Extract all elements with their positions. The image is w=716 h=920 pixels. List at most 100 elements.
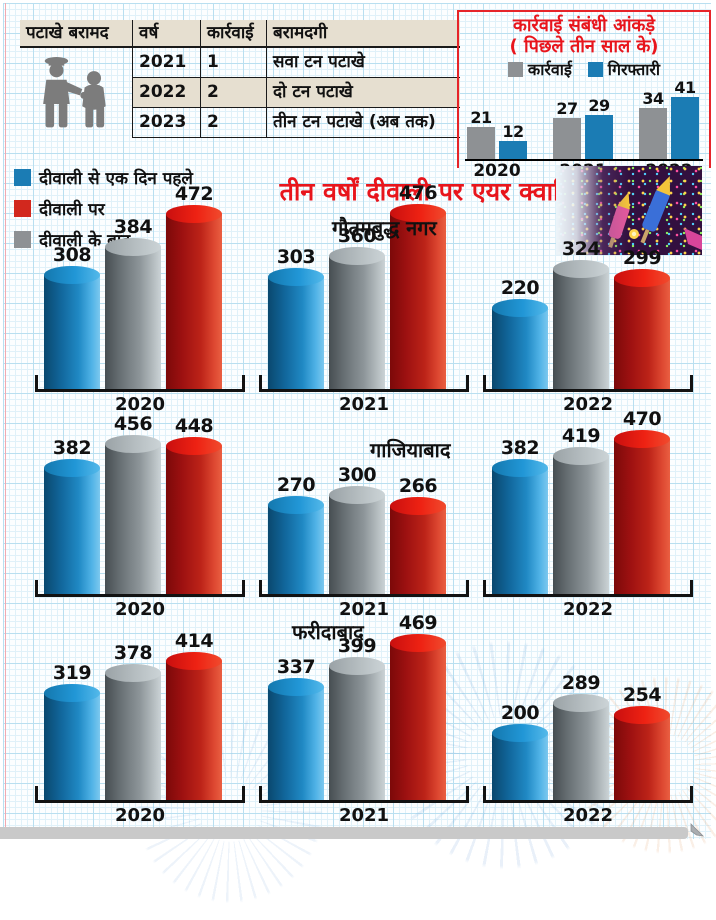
action-stats-group: 27 29 xyxy=(553,98,613,160)
aqi-bar: 303 xyxy=(268,246,324,389)
legend-label: दीवाली पर xyxy=(39,200,105,220)
bar-value-label: 308 xyxy=(52,244,92,266)
table-row-year: 2022 xyxy=(132,78,200,108)
year-group: 200 289 254 2022 xyxy=(482,614,694,826)
bar-value-label: 289 xyxy=(561,672,601,694)
bar-value-label: 299 xyxy=(622,247,662,269)
aqi-bar: 360 xyxy=(329,225,385,389)
axis-bracket xyxy=(259,375,469,392)
aqi-bar: 384 xyxy=(105,216,161,389)
table-row-year: 2023 xyxy=(132,108,200,138)
bar-value-label: 470 xyxy=(622,408,662,430)
bar-cap xyxy=(105,664,161,682)
table-row-recovery: तीन टन पटाखे (अब तक) xyxy=(266,108,460,138)
bar-cap xyxy=(614,706,670,724)
action-stats-bars: 21 12 27 29 34 41 xyxy=(465,78,703,162)
axis-year-label: 2020 xyxy=(114,394,166,415)
bar-value-label: 469 xyxy=(398,612,438,634)
city-label: गौतमबुद्ध नगर xyxy=(332,216,437,240)
aqi-bar: 324 xyxy=(553,238,609,389)
bar-cap xyxy=(492,299,548,317)
bar-value-label: 456 xyxy=(113,413,153,435)
bar-value-label: 476 xyxy=(398,182,438,204)
table-row-action: 1 xyxy=(200,48,266,78)
bar-value-label: 382 xyxy=(52,437,92,459)
aqi-bar: 254 xyxy=(614,684,670,800)
aqi-bar: 308 xyxy=(44,244,100,389)
bar-value-label: 337 xyxy=(276,656,316,678)
bar-value-label: 319 xyxy=(52,662,92,684)
chart-groups: 319 378 414 2020 337 399 469 2021 200 289 254 2022 xyxy=(34,612,696,826)
column-header-year: वर्ष xyxy=(132,20,200,48)
chart-gautambuddh-nagar: 308 384 472 2020 303 360 476 2021 220 324 299 2022 … xyxy=(34,182,696,415)
column-header-recovery: बरामदगी xyxy=(266,20,460,48)
bar-cap xyxy=(553,447,609,465)
bar-cap xyxy=(44,684,100,702)
axis-year-label: 2020 xyxy=(114,805,166,826)
action-stats-title: कार्रवाई संबंधी आंकड़े xyxy=(513,15,655,36)
chart-ghaziabad: 382 456 448 2020 270 300 266 2021 382 419 470 2022 … xyxy=(34,408,696,620)
horizontal-scrollbar[interactable] xyxy=(0,827,688,839)
table-row-action: 2 xyxy=(200,108,266,138)
bar-cap xyxy=(268,268,324,286)
aqi-bar: 300 xyxy=(329,464,385,594)
bar-cap xyxy=(329,657,385,675)
seizure-table-title: पटाखे बरामद xyxy=(20,20,132,48)
notebook-margin-line xyxy=(5,3,6,839)
bar-value-label: 360 xyxy=(337,225,377,247)
bar-cap xyxy=(105,238,161,256)
aqi-bar: 200 xyxy=(492,702,548,800)
aqi-bar: 399 xyxy=(329,635,385,800)
year-group: 337 399 469 2021 xyxy=(258,612,470,826)
aqi-bar: 382 xyxy=(44,437,100,594)
bar-value-label: 220 xyxy=(500,277,540,299)
bar-cap xyxy=(166,652,222,670)
axis-year-label: 2022 xyxy=(562,599,614,620)
bar-value-label: 419 xyxy=(561,425,601,447)
chart-groups: 308 384 472 2020 303 360 476 2021 220 324 299 2022 xyxy=(34,182,696,415)
bar-cap xyxy=(492,724,548,742)
aqi-bar: 337 xyxy=(268,656,324,800)
axis-bracket xyxy=(35,375,245,392)
seizure-table: पटाखे बरामद वर्ष कार्रवाई बरामदगी 2021 1 xyxy=(20,20,460,138)
bar-value-label: 472 xyxy=(174,183,214,205)
aqi-bar: 266 xyxy=(390,475,446,594)
year-group: 270 300 266 2021 xyxy=(258,416,470,620)
axis-year-label: 2020 xyxy=(473,161,521,182)
bar-value-label: 399 xyxy=(337,635,377,657)
axis-bracket xyxy=(35,786,245,803)
bar-value-label: 303 xyxy=(276,246,316,268)
bar-value-label: 448 xyxy=(174,415,214,437)
axis-year-label: 2022 xyxy=(562,394,614,415)
infographic-page: { "seizure_table": { "title": "पटाखे बरा… xyxy=(0,3,716,920)
bar-cap xyxy=(105,435,161,453)
bar-cap xyxy=(390,204,446,222)
gray-swatch xyxy=(14,231,31,248)
bar xyxy=(585,115,613,160)
police-arrest-icon xyxy=(20,48,132,138)
action-stats-legend: कार्रवाई गिरफ्तारी xyxy=(465,58,703,80)
axis-bracket xyxy=(483,786,693,803)
legend-label: दीवाली से एक दिन पहले xyxy=(39,169,193,189)
legend-label: कार्रवाई xyxy=(527,60,572,80)
axis-year-label: 2022 xyxy=(562,805,614,826)
blue-swatch xyxy=(14,169,31,186)
action-stats-subtitle: ( पिछले तीन साल के) xyxy=(509,35,659,57)
aqi-bar: 299 xyxy=(614,247,670,389)
action-stats-panel: कार्रवाई संबंधी आंकड़े ( पिछले तीन साल क… xyxy=(457,10,711,181)
bar-cap xyxy=(329,486,385,504)
bar-cap xyxy=(166,437,222,455)
bar xyxy=(467,127,495,160)
police-arrest-icon xyxy=(43,57,106,128)
aqi-bar: 476 xyxy=(390,182,446,389)
bar-cap xyxy=(390,634,446,652)
bar xyxy=(553,118,581,160)
bar-value-label: 41 xyxy=(674,78,696,98)
axis-bracket xyxy=(35,580,245,597)
table-row-year: 2021 xyxy=(132,48,200,78)
aqi-bar: 289 xyxy=(553,672,609,800)
bar-value-label: 324 xyxy=(561,238,601,260)
fireworks-photo xyxy=(556,166,702,255)
axis-year-label: 2021 xyxy=(338,394,390,415)
bar-value-label: 200 xyxy=(500,702,540,724)
